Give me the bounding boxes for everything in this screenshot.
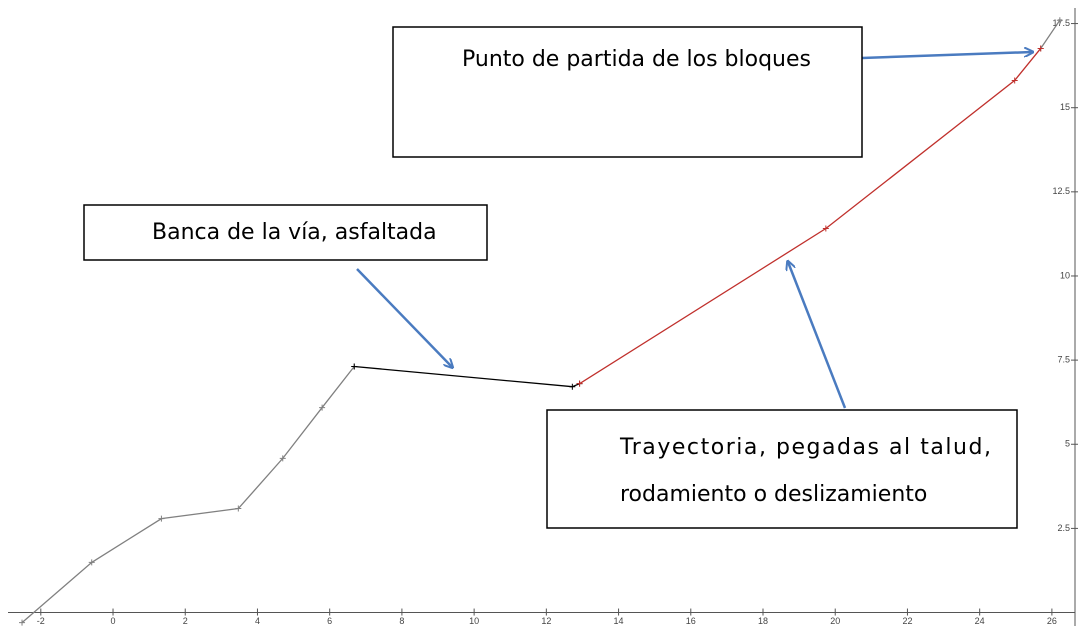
x-tick-label: -2 <box>37 616 45 626</box>
x-tick-label: 0 <box>111 616 116 626</box>
y-tick-label: 5 <box>1065 439 1070 449</box>
y-tick-label: 10 <box>1060 270 1070 280</box>
point-marker <box>1037 45 1044 52</box>
point-marker <box>88 559 95 566</box>
series-line <box>579 48 1042 385</box>
y-tick-label: 15 <box>1060 102 1070 112</box>
point-marker <box>822 225 829 232</box>
annotation-box <box>392 26 863 158</box>
annotation-text: Trayectoria, pegadas al talud, <box>619 435 991 460</box>
x-tick-label: 12 <box>541 616 551 626</box>
point-marker <box>351 363 358 370</box>
point-marker <box>158 515 165 522</box>
x-tick-label: 26 <box>1047 616 1057 626</box>
point-marker <box>19 619 26 626</box>
point-marker <box>569 383 576 390</box>
x-tick-label: 8 <box>399 616 404 626</box>
annotation-box <box>546 409 1018 529</box>
point-marker <box>576 380 583 387</box>
plot-area: -2 0 2 4 6 8 10 12 14 16 18 20 22 24 262.557.51012.515… <box>8 8 1078 626</box>
point-marker <box>1056 17 1063 24</box>
annotations: Punto de partida de los bloques Banca de… <box>83 26 1032 529</box>
x-tick-label: 16 <box>686 616 696 626</box>
x-tick-label: 22 <box>902 616 912 626</box>
y-tick-label: 12.5 <box>1052 186 1070 196</box>
arrow <box>861 52 1032 60</box>
arrow <box>356 268 452 367</box>
x-tick-label: 18 <box>758 616 768 626</box>
x-tick-label: 2 <box>183 616 188 626</box>
annotation-box <box>83 204 488 261</box>
x-tick-label: 4 <box>255 616 260 626</box>
x-tick-label: 6 <box>327 616 332 626</box>
y-tick-label: 17.5 <box>1052 18 1070 28</box>
x-tick-label: 10 <box>469 616 479 626</box>
series-line <box>1040 19 1061 49</box>
point-marker <box>279 455 286 462</box>
x-tick-label: 20 <box>830 616 840 626</box>
series-line <box>21 366 355 624</box>
arrow <box>788 262 847 409</box>
annotation-text: rodamiento o deslizamiento <box>620 482 927 507</box>
point-marker <box>1011 77 1018 84</box>
point-marker <box>319 404 326 411</box>
y-tick-label: 7.5 <box>1057 354 1070 364</box>
annotation-text: Banca de la vía, asfaltada <box>152 220 437 245</box>
x-tick-label: 14 <box>614 616 624 626</box>
y-tick-label: 2.5 <box>1057 523 1070 533</box>
series-line <box>354 365 580 388</box>
x-tick-label: 24 <box>975 616 985 626</box>
annotation-text: Punto de partida de los bloques <box>462 47 811 72</box>
point-marker <box>235 505 242 512</box>
